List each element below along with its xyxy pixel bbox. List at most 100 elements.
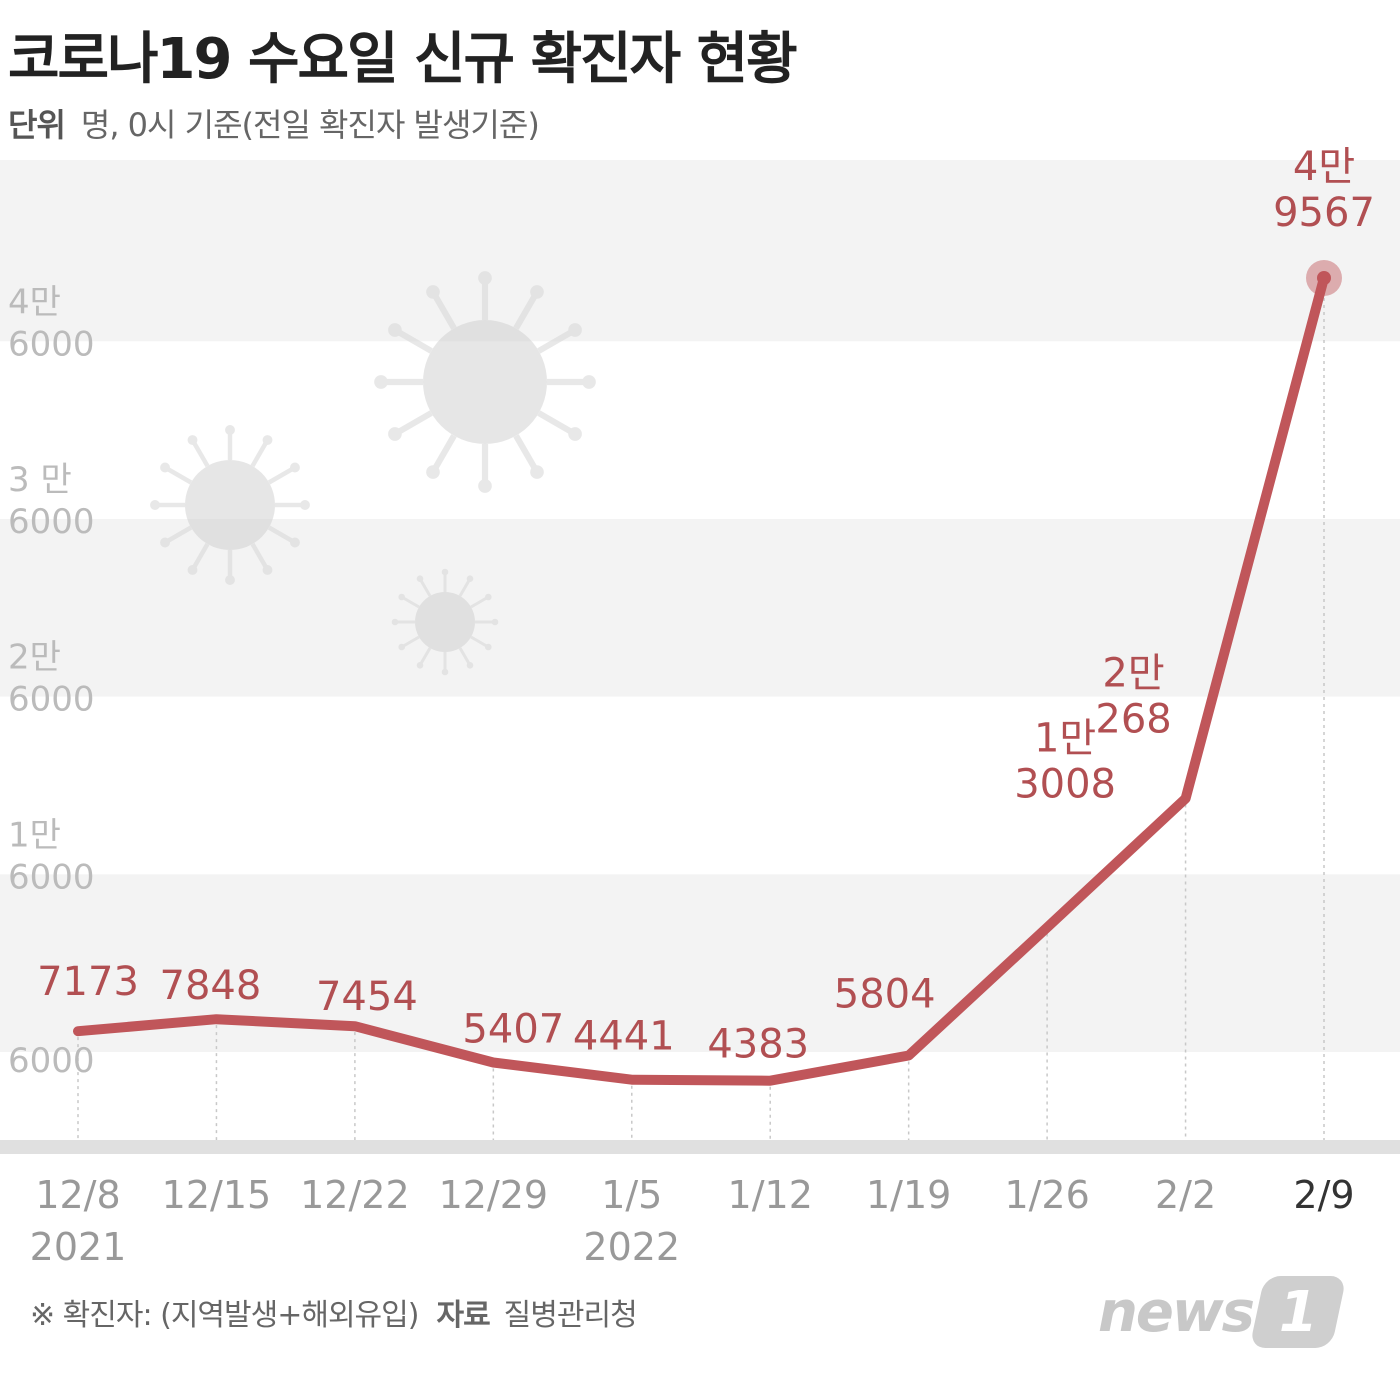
virus-spike bbox=[418, 647, 432, 667]
virus-spike-tip bbox=[478, 271, 492, 285]
x-tick-label: 1/19 bbox=[866, 1173, 951, 1217]
virus-spike bbox=[163, 465, 193, 485]
virus-spike bbox=[418, 577, 432, 597]
virus-spike-tip bbox=[150, 500, 160, 510]
virus-spike bbox=[470, 595, 490, 609]
footer-note: ※ 확진자: (지역발생+해외유입) bbox=[30, 1298, 419, 1333]
x-tick-label: 2/9 bbox=[1293, 1173, 1354, 1217]
virus-spike-tip bbox=[441, 668, 449, 676]
virus-spike-tip bbox=[388, 427, 402, 441]
virus-icon bbox=[150, 425, 310, 585]
virus-spike-tip bbox=[568, 427, 582, 441]
unit-row: 단위 명, 0시 기준(전일 확진자 발생기준) bbox=[8, 100, 540, 146]
virus-spike bbox=[393, 327, 433, 354]
y-tick-label: 6000 bbox=[8, 680, 95, 720]
virus-body bbox=[185, 460, 275, 550]
y-tick-label: 1만 bbox=[8, 815, 61, 855]
data-label-unit: 4만 bbox=[1293, 144, 1355, 190]
guide-lines bbox=[77, 284, 1325, 1140]
virus-spike bbox=[393, 410, 433, 437]
virus-spike-tip bbox=[466, 575, 474, 582]
y-tick-label: 6000 bbox=[8, 857, 95, 897]
x-tick-label: 12/22 bbox=[300, 1173, 410, 1217]
data-label: 7173 bbox=[37, 959, 139, 1005]
virus-spike-tip bbox=[466, 662, 474, 669]
virus-spike bbox=[458, 577, 472, 597]
x-axis-bar bbox=[0, 1140, 1400, 1154]
data-label: 7454 bbox=[316, 974, 418, 1020]
data-label: 7848 bbox=[160, 963, 262, 1009]
virus-spike-tip bbox=[485, 593, 492, 601]
virus-spike bbox=[400, 635, 420, 649]
data-label: 5804 bbox=[834, 971, 936, 1017]
background-band bbox=[0, 696, 1400, 875]
virus-spike-tip bbox=[290, 537, 300, 548]
unit-label: 단위 bbox=[8, 106, 66, 144]
virus-spike-tip bbox=[391, 618, 399, 626]
virus-spike-tip bbox=[262, 435, 273, 445]
virus-spike-tip bbox=[582, 375, 596, 389]
x-tick-label: 1/26 bbox=[1004, 1173, 1089, 1217]
virus-icon bbox=[374, 271, 596, 493]
virus-spike bbox=[513, 434, 540, 474]
virus-spike bbox=[163, 525, 193, 545]
data-label-value: 7454 bbox=[316, 974, 418, 1020]
background-band bbox=[0, 160, 1400, 342]
x-tick-label: 12/8 bbox=[35, 1173, 120, 1217]
unit-text: 명, 0시 기준(전일 확진자 발생기준) bbox=[80, 106, 540, 144]
virus-spike-tip bbox=[262, 565, 273, 575]
virus-spike-tip bbox=[160, 537, 170, 548]
y-tick-label: 6000 bbox=[8, 324, 95, 364]
footer: ※ 확진자: (지역발생+해외유입) 자료 질병관리청 bbox=[30, 1290, 638, 1334]
virus-spike-tip bbox=[187, 435, 198, 445]
data-label-value: 7848 bbox=[160, 963, 262, 1009]
virus-body bbox=[423, 320, 547, 444]
data-label-value: 4441 bbox=[573, 1014, 675, 1060]
virus-decoration bbox=[150, 271, 596, 676]
y-tick-label: 3 만 bbox=[8, 460, 72, 500]
virus-spike bbox=[537, 410, 577, 437]
data-label-value: 4383 bbox=[707, 1022, 809, 1068]
virus-spike bbox=[400, 595, 420, 609]
virus-spike bbox=[190, 542, 210, 572]
virus-spike-tip bbox=[388, 323, 402, 337]
data-label: 4383 bbox=[707, 1022, 809, 1068]
chart-title: 코로나19 수요일 신규 확진자 현황 bbox=[8, 27, 798, 92]
news1-logo: news 1 bbox=[1098, 1276, 1347, 1348]
x-axis: 12/8 12/15 12/22 12/29 1/5 1/12 1/19 1/26 2/2 2/9… bbox=[30, 1173, 1355, 1269]
virus-spike bbox=[470, 635, 490, 649]
source-text: 질병관리청 bbox=[503, 1298, 638, 1333]
virus-spike bbox=[458, 647, 472, 667]
virus-spike bbox=[250, 542, 270, 572]
background-band bbox=[0, 519, 1400, 697]
virus-spike-tip bbox=[398, 593, 405, 601]
source-label: 자료 bbox=[436, 1298, 490, 1333]
virus-icon bbox=[391, 568, 499, 676]
virus-spike-tip bbox=[160, 462, 170, 473]
virus-spike-tip bbox=[426, 285, 440, 299]
logo-number: 1 bbox=[1278, 1279, 1318, 1345]
background-band bbox=[0, 1052, 1400, 1140]
x-tick-label: 1/12 bbox=[728, 1173, 813, 1217]
data-label-value: 3008 bbox=[1014, 761, 1116, 807]
virus-spike bbox=[430, 290, 457, 330]
series-line bbox=[73, 260, 1342, 1086]
virus-spike-tip bbox=[568, 323, 582, 337]
virus-spike-tip bbox=[530, 465, 544, 479]
virus-spike-tip bbox=[416, 575, 424, 582]
virus-spike bbox=[250, 438, 270, 468]
data-label-unit: 2만 bbox=[1102, 651, 1164, 697]
virus-spike-tip bbox=[374, 375, 388, 389]
data-label-value: 5407 bbox=[462, 1007, 564, 1053]
data-label-value: 5804 bbox=[834, 971, 936, 1017]
x-tick-label: 12/29 bbox=[439, 1173, 549, 1217]
y-tick-label: 2만 bbox=[8, 638, 61, 678]
data-label: 4441 bbox=[573, 1014, 675, 1060]
data-label-value: 9567 bbox=[1273, 190, 1375, 236]
logo-badge: 1 bbox=[1249, 1276, 1347, 1348]
virus-body bbox=[415, 592, 475, 652]
virus-spike-tip bbox=[187, 565, 198, 575]
